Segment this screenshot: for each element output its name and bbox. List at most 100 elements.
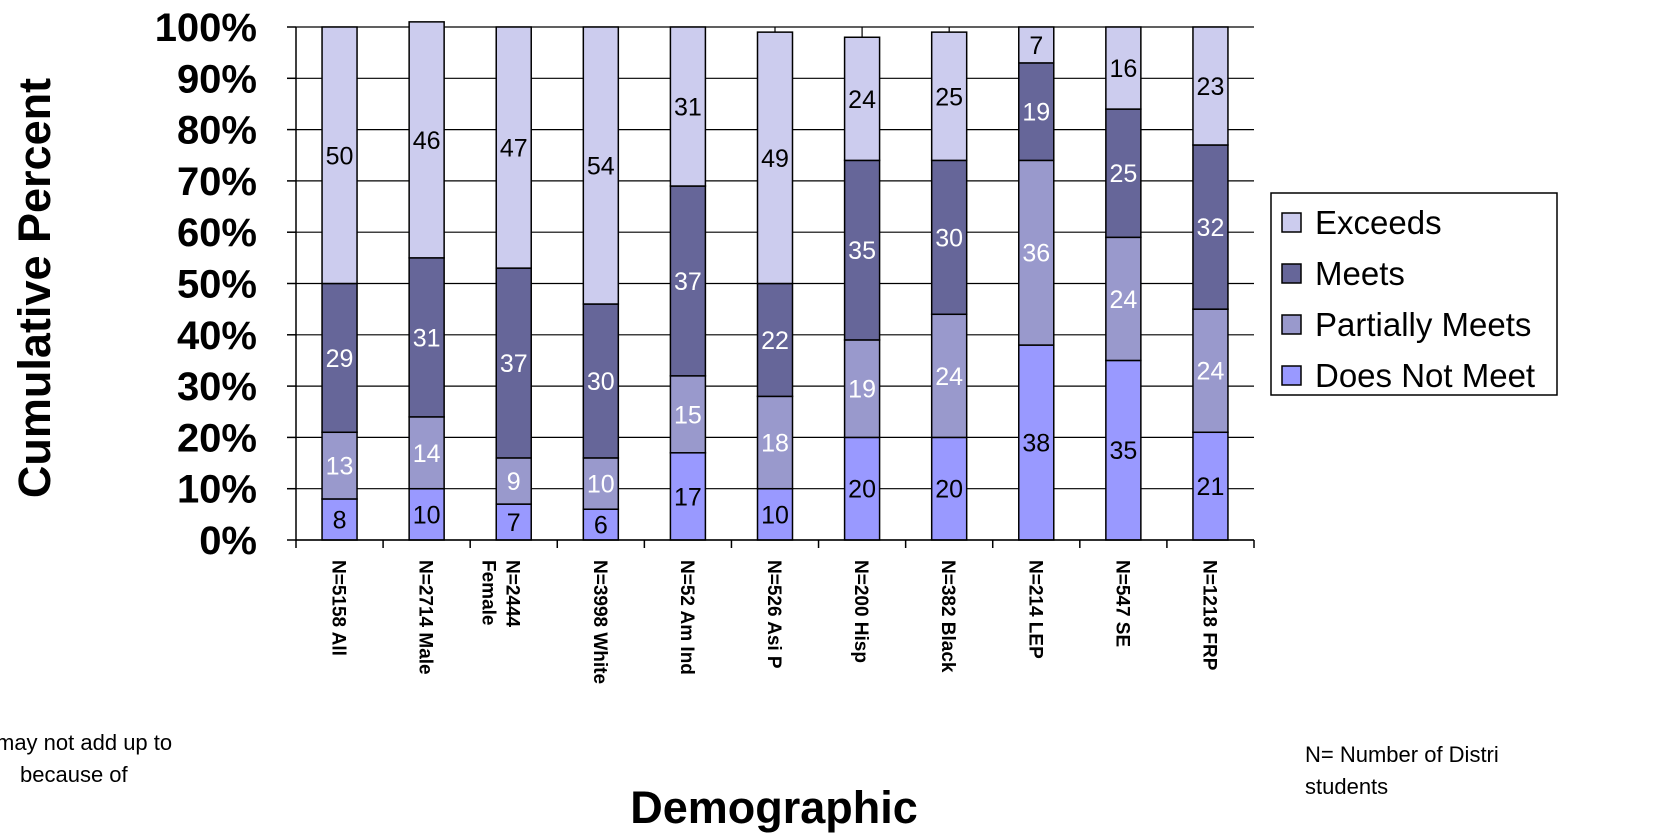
bar-stack: 10 18 22 49 xyxy=(756,31,794,541)
bar-stack: 35 24 25 16 xyxy=(1105,26,1142,541)
data-label: 23 xyxy=(1197,73,1225,101)
bar-segment xyxy=(843,339,881,439)
legend-label: Meets xyxy=(1315,255,1405,292)
x-tick-label-line: N=2714 Male xyxy=(415,560,436,675)
data-label: 22 xyxy=(761,327,789,355)
data-label: 8 xyxy=(333,506,347,534)
legend-item: Does Not Meet xyxy=(1281,357,1535,394)
x-tick-label-line: N=52 Am Ind xyxy=(676,560,697,675)
bar-segment xyxy=(930,31,968,162)
footnote-left-line-2: because of xyxy=(20,762,129,787)
data-label: 9 xyxy=(507,468,521,496)
bar-segment xyxy=(930,436,968,541)
bar-segment xyxy=(669,375,707,454)
data-label: 47 xyxy=(500,135,528,163)
bar-stack: 6 10 30 54 xyxy=(582,26,620,541)
x-tick-label-line: N=547 SE xyxy=(1111,560,1132,647)
bar-segment xyxy=(1018,159,1055,346)
x-tick-label: N=382 Black xyxy=(937,560,958,673)
footnote-right-line-2: students xyxy=(1305,774,1388,799)
bar-stack: 10 14 31 46 xyxy=(408,21,445,541)
footnote-right: N= Number of Distri students xyxy=(1305,742,1499,799)
bar-segment xyxy=(930,159,968,316)
y-tick-labels: 0% 10% 20% 30% 40% 50% 60% 70% 80% 90% 100% xyxy=(155,6,257,563)
bar-segment xyxy=(495,26,532,269)
x-tick-label-line: N=1218 FRP xyxy=(1198,560,1219,671)
bar-segment xyxy=(1105,108,1142,239)
data-label: 16 xyxy=(1109,55,1137,83)
legend-box xyxy=(1270,192,1558,396)
x-tick-label-line: Female xyxy=(478,560,499,625)
data-label: 19 xyxy=(848,376,876,404)
data-label: 35 xyxy=(1109,437,1137,465)
data-label: 30 xyxy=(935,224,963,252)
y-tick-label: 70% xyxy=(177,160,257,204)
bar-segment xyxy=(756,31,794,285)
x-tick-label-line: N=200 Hisp xyxy=(850,560,871,663)
legend-swatch xyxy=(1281,212,1302,233)
data-label: 35 xyxy=(848,237,876,265)
y-tick-label: 20% xyxy=(177,416,257,460)
bar-stack: 20 24 30 25 xyxy=(930,31,968,541)
data-label: 46 xyxy=(413,127,441,155)
bar-stack: 8 13 29 50 xyxy=(321,26,358,541)
bar-segment xyxy=(669,185,707,377)
footnote-left: may not add up to because of xyxy=(0,730,172,787)
footnote-left-line-1: may not add up to xyxy=(0,730,172,755)
y-tick-label: 100% xyxy=(155,6,257,50)
bar-stack: 21 24 32 23 xyxy=(1192,26,1229,541)
bar-segment xyxy=(408,257,445,418)
bar-stack: 17 15 37 31 xyxy=(669,26,707,541)
data-label: 20 xyxy=(848,476,876,504)
bar-segment xyxy=(1105,236,1142,362)
bar-stack: 38 36 19 7 xyxy=(1018,26,1055,541)
data-label: 54 xyxy=(587,153,615,181)
data-label: 36 xyxy=(1022,240,1050,268)
data-label: 30 xyxy=(587,368,615,396)
y-tick-label: 30% xyxy=(177,365,257,409)
legend: Exceeds Meets Partially Meets Does Not Meet xyxy=(1270,192,1558,396)
data-label: 37 xyxy=(674,268,702,296)
bar-segment xyxy=(1018,344,1055,541)
x-tick-label-line: N=2444 xyxy=(502,560,523,628)
data-label: 49 xyxy=(761,145,789,173)
legend-swatch xyxy=(1281,314,1302,335)
legend-label: Partially Meets xyxy=(1315,306,1531,343)
bar-segment xyxy=(669,26,707,187)
data-label: 24 xyxy=(935,363,963,391)
x-tick-label-line: N=5158 All xyxy=(328,560,349,656)
x-tick-label: N=1218 FRP xyxy=(1198,560,1219,671)
bar-segment xyxy=(756,487,794,541)
data-label: 24 xyxy=(1109,286,1137,314)
data-label: 37 xyxy=(500,350,528,378)
data-label: 10 xyxy=(761,501,789,529)
y-tick-label: 40% xyxy=(177,314,257,358)
data-label: 21 xyxy=(1197,473,1225,501)
axes xyxy=(287,26,1255,548)
data-label: 24 xyxy=(848,86,876,114)
x-tick-label: N=5158 All xyxy=(328,560,349,656)
bar-segment xyxy=(1192,431,1229,541)
bar-segment xyxy=(1105,26,1142,110)
x-tick-label: N=200 Hisp xyxy=(850,560,871,663)
legend-label: Exceeds xyxy=(1315,204,1442,241)
bar-segment xyxy=(582,508,620,541)
bar-segment xyxy=(930,313,968,439)
data-label: 19 xyxy=(1022,99,1050,127)
x-tick-label: N=3998 White xyxy=(589,560,610,684)
data-label: 6 xyxy=(594,512,608,540)
legend-item: Exceeds xyxy=(1281,204,1442,241)
data-label: 20 xyxy=(935,476,963,504)
data-label: 50 xyxy=(326,142,354,170)
x-tick-label: N=547 SE xyxy=(1111,560,1132,647)
data-label: 18 xyxy=(761,430,789,458)
data-label: 7 xyxy=(1029,32,1043,60)
x-axis-title: Demographic xyxy=(630,782,918,833)
y-tick-label: 0% xyxy=(199,519,257,563)
x-tick-label-line: N=3998 White xyxy=(589,560,610,684)
bar-stack: 20 19 35 24 xyxy=(843,36,881,541)
x-tick-label-line: N=214 LEP xyxy=(1024,560,1045,659)
bar-segment xyxy=(321,282,358,434)
